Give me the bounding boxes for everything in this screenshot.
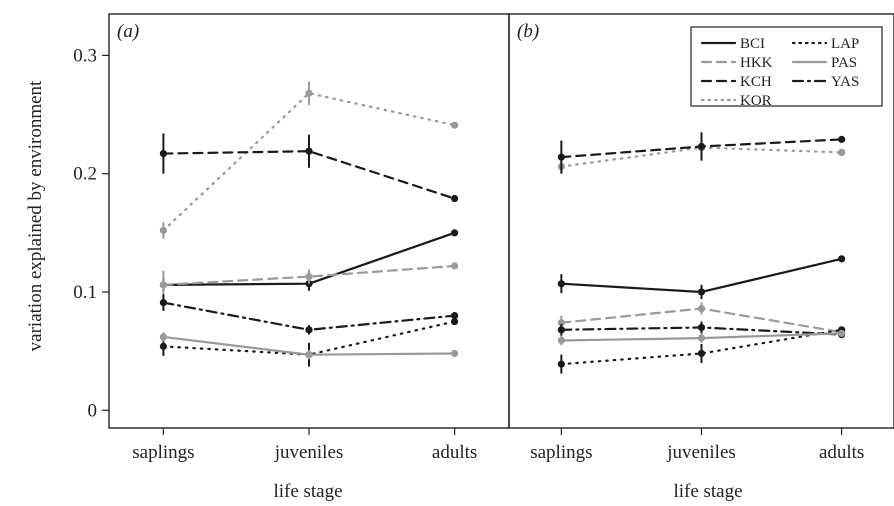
series-line-a-KOR bbox=[162, 92, 456, 232]
panel-a: (a) saplings juveniles adults 0 0.1 0.2 0.3 bbox=[73, 13, 510, 463]
series-a-YAS bbox=[159, 294, 459, 335]
x-axis-label-a: life stage bbox=[273, 481, 342, 502]
point-a-BCI-2 bbox=[451, 229, 459, 237]
point-a-PAS-2 bbox=[451, 349, 459, 358]
point-b-PAS-2 bbox=[838, 329, 846, 337]
series-line-a-HKK bbox=[162, 264, 456, 286]
point-a-KCH-1 bbox=[305, 147, 313, 155]
x-tick-label-b-2: adults bbox=[819, 442, 864, 463]
x-tick-label-b-0: saplings bbox=[530, 442, 592, 463]
point-a-YAS-0 bbox=[159, 299, 167, 307]
y-axis-label: variation explained by environment bbox=[25, 80, 46, 351]
panel-b: (b) saplings juveniles adults bbox=[508, 13, 894, 463]
point-a-KCH-2 bbox=[451, 194, 459, 203]
x-tick-label-b-1: juveniles bbox=[666, 442, 736, 463]
x-axis-label-b: life stage bbox=[673, 481, 742, 502]
point-a-LAP-2 bbox=[451, 317, 459, 326]
point-a-KCH-0 bbox=[159, 149, 167, 158]
legend-label-PAS: PAS bbox=[831, 55, 857, 71]
series-b-BCI bbox=[557, 255, 846, 300]
point-a-KOR-1 bbox=[305, 89, 313, 97]
point-b-BCI-0 bbox=[557, 280, 565, 288]
point-a-HKK-0 bbox=[159, 281, 167, 289]
series-b-KCH bbox=[557, 132, 846, 174]
x-tick-label-a-1: juveniles bbox=[274, 442, 344, 463]
point-b-HKK-0 bbox=[557, 319, 565, 327]
point-a-HKK-2 bbox=[451, 262, 459, 270]
y-tick-label-1: 0.1 bbox=[73, 282, 97, 303]
legend-label-KOR: KOR bbox=[740, 93, 772, 109]
point-b-BCI-2 bbox=[838, 255, 846, 263]
series-line-b-LAP bbox=[560, 328, 843, 366]
point-a-KOR-2 bbox=[451, 121, 459, 129]
point-b-YAS-1 bbox=[697, 323, 706, 332]
legend-label-KCH: KCH bbox=[740, 74, 772, 90]
point-b-HKK-1 bbox=[697, 304, 706, 313]
point-b-YAS-0 bbox=[557, 326, 565, 334]
point-a-YAS-1 bbox=[305, 326, 313, 334]
x-tick-label-a-2: adults bbox=[432, 442, 477, 463]
point-a-PAS-0 bbox=[159, 333, 167, 341]
legend-box bbox=[690, 26, 883, 107]
legend-label-YAS: YAS bbox=[831, 74, 859, 90]
point-b-KCH-1 bbox=[697, 142, 706, 151]
point-b-KCH-2 bbox=[838, 135, 846, 143]
series-b-PAS bbox=[557, 329, 846, 346]
x-tick-label-a-0: saplings bbox=[132, 442, 194, 463]
point-b-PAS-1 bbox=[697, 334, 706, 342]
point-a-LAP-0 bbox=[159, 342, 167, 350]
panel-label-b: (b) bbox=[517, 21, 539, 42]
series-line-a-KCH bbox=[162, 150, 456, 200]
point-b-BCI-1 bbox=[697, 288, 706, 296]
point-b-LAP-0 bbox=[557, 360, 565, 368]
point-a-KOR-0 bbox=[159, 226, 167, 235]
panel-label-a: (a) bbox=[117, 21, 139, 42]
point-b-KCH-0 bbox=[557, 153, 565, 161]
y-tick-label-2: 0.2 bbox=[73, 164, 97, 185]
y-tick-label-0: 0 bbox=[88, 400, 98, 421]
series-a-KCH bbox=[159, 133, 459, 203]
point-a-HKK-1 bbox=[305, 272, 313, 281]
legend-label-HKK: HKK bbox=[740, 55, 773, 71]
legend-label-LAP: LAP bbox=[831, 36, 859, 52]
point-a-YAS-2 bbox=[451, 312, 459, 320]
series-a-KOR bbox=[159, 81, 459, 239]
legend-label-BCI: BCI bbox=[740, 36, 765, 52]
y-tick-label-3: 0.3 bbox=[73, 45, 97, 66]
legend: BCI LAP HKK PAS KCH YAS KOR bbox=[690, 26, 883, 109]
point-b-KOR-2 bbox=[838, 148, 846, 156]
series-a-PAS bbox=[159, 332, 459, 360]
point-b-PAS-0 bbox=[557, 336, 565, 345]
point-a-PAS-1 bbox=[305, 351, 313, 359]
point-b-LAP-1 bbox=[697, 349, 706, 358]
